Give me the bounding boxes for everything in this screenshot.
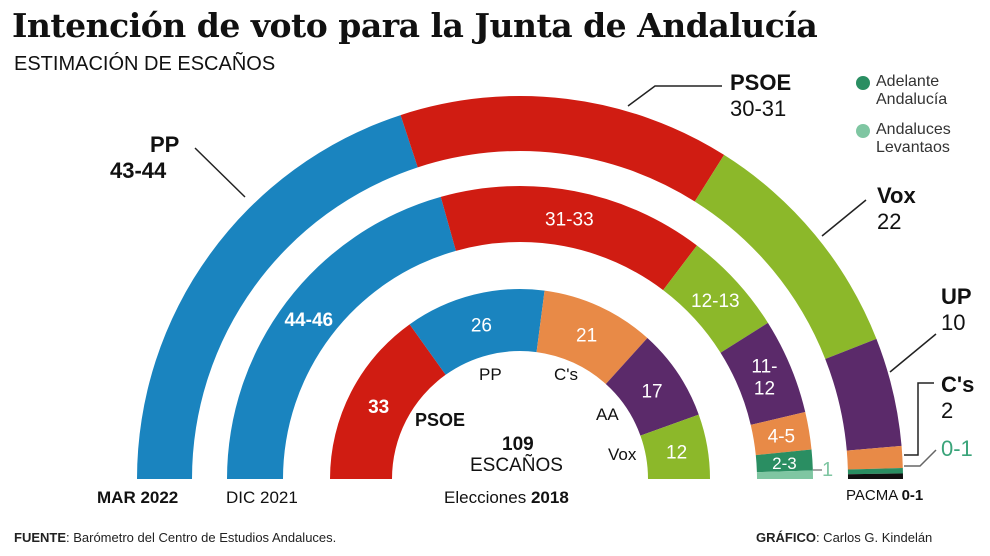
ring-2-segment-pp (409, 289, 545, 375)
chart-subtitle: ESTIMACIÓN DE ESCAÑOS (14, 53, 276, 75)
ring-2-value-pp: 26 (471, 316, 492, 337)
ring-2-segment-aa (605, 338, 699, 436)
ring-0-segment-pp (137, 115, 418, 479)
caption-mar-2022: MAR 2022 (97, 488, 179, 507)
leader-cs (904, 382, 934, 456)
caption-dic-2021: DIC 2021 (226, 488, 298, 507)
label-pp-value: 43-44 (110, 158, 167, 183)
label-levantaos-value: 1 (822, 459, 834, 481)
label-up-name: UP (941, 284, 972, 309)
chart-title: Intención de voto para la Junta de Andal… (12, 6, 818, 45)
leader-up (889, 333, 937, 373)
ring-2-value-c-s: 21 (576, 326, 597, 347)
leader-lines (194, 85, 937, 471)
source-text: : Barómetro del Centro de Estudios Andal… (66, 530, 337, 545)
label-psoe-value: 30-31 (730, 96, 787, 121)
source-label: FUENTE (14, 530, 66, 545)
pacma-name: PACMA (846, 487, 898, 504)
total-seats-number: 109 (502, 434, 534, 455)
total-seats-label: ESCAÑOS (470, 455, 563, 476)
ring-0-segment-up (825, 338, 902, 451)
label-vox-name: Vox (877, 183, 916, 208)
ring-0-segment-pacma (847, 473, 903, 479)
ring-1-segment-pp (227, 196, 456, 479)
ring-1-value-psoe: 31-33 (545, 210, 594, 231)
caption-2018: Elecciones 2018 (444, 488, 569, 508)
credit-label: GRÁFICO (756, 530, 816, 545)
ring-2-value-aa: 17 (641, 381, 662, 402)
inner-name-pp: PP (479, 365, 502, 384)
ring-0-segment-psoe (400, 96, 725, 202)
ring-0-segment-c-s (846, 445, 903, 470)
inner-name-vox: Vox (608, 445, 637, 464)
leader-vox (821, 199, 867, 237)
leader-pp (194, 147, 246, 198)
ring-1-value-up: 12 (754, 379, 775, 400)
label-pacma: PACMA 0-1 (846, 487, 923, 504)
ring-1-value-pp: 44-46 (284, 310, 333, 331)
ring-1-segment-c-s (750, 412, 812, 456)
legend-label-adelante: Adelante Andalucía (876, 73, 948, 108)
leader-psoe (627, 85, 722, 107)
ring-0-segment-adelante-andaluc-a (847, 467, 903, 475)
label-cs-value: 2 (941, 398, 954, 423)
label-up-value: 10 (941, 310, 966, 335)
legend-label-levantaos: Andaluces Levantaos (876, 121, 951, 156)
label-cs-name: C's (941, 372, 975, 397)
caption-2018-prefix: Elecciones (444, 488, 527, 507)
ring-1-segment-vox (663, 245, 768, 353)
ring-2-value-vox: 12 (666, 443, 687, 464)
legend-swatch-adelante (856, 76, 870, 90)
leader-aa (904, 449, 937, 467)
inner-name-cs: C's (554, 365, 579, 384)
ring-2-segment-c-s (536, 290, 648, 385)
ring-1-value-vox: 12-13 (691, 291, 740, 312)
label-psoe-name: PSOE (730, 70, 792, 95)
inner-name-aa: AA (596, 405, 619, 424)
label-vox-value: 22 (877, 209, 902, 234)
ring-1-value-adelante-andaluc-a: 2-3 (772, 454, 797, 473)
ring-2-value-psoe: 33 (368, 397, 389, 418)
credit-text: : Carlos G. Kindelán (815, 530, 933, 545)
ring-2-segment-psoe (330, 324, 446, 479)
ring-1-value-up: 11- (751, 357, 777, 378)
ring-2-segment-vox (640, 414, 710, 479)
ring-1-segment-andaluces-levantaos (756, 470, 813, 479)
pacma-value: 0-1 (901, 487, 924, 504)
source-note: FUENTE: Barómetro del Centro de Estudios… (14, 530, 336, 545)
caption-2018-year: 2018 (530, 488, 569, 507)
ring-1-segment-psoe (440, 186, 697, 291)
ring-1-segment-up (720, 322, 806, 425)
legend-swatch-levantaos (856, 124, 870, 138)
ring-0-segment-vox (694, 154, 877, 359)
credit-note: GRÁFICO: Carlos G. Kindelán (756, 530, 932, 545)
inner-name-psoe: PSOE (415, 410, 466, 430)
label-pp-name: PP (150, 132, 180, 157)
label-aa-value: 0-1 (941, 436, 973, 461)
ring-1-value-c-s: 4-5 (768, 426, 795, 447)
ring-1-segment-adelante-andaluc-a (755, 449, 813, 473)
